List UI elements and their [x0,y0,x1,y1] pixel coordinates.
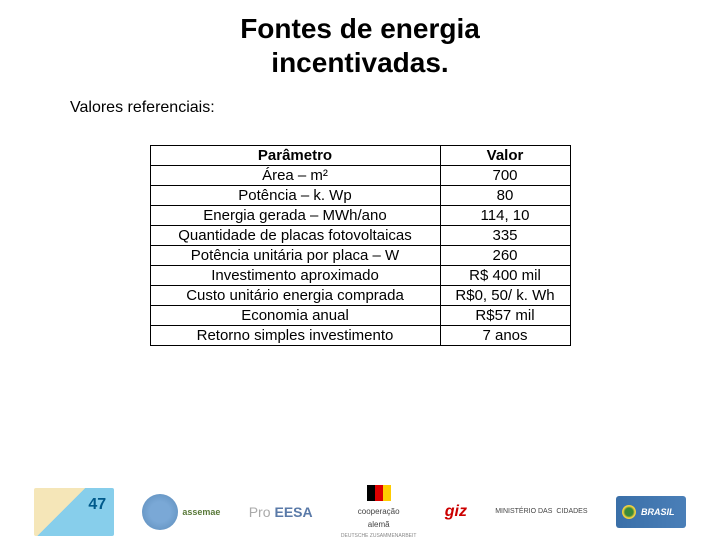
table-container: Parâmetro Valor Área – m²700Potência – k… [0,145,720,346]
cell-value: R$ 400 mil [440,266,570,286]
footer-logos: assemae ProEESA cooperação alemã DEUTSCH… [0,482,720,542]
subtitle: Valores referenciais: [70,99,720,117]
assemae-icon [142,494,178,530]
cell-value: 700 [440,166,570,186]
cell-value: 7 anos [440,326,570,346]
brasil-badge: BRASIL [616,496,686,528]
cell-value: 114, 10 [440,206,570,226]
table-row: Área – m²700 [150,166,570,186]
title-line-1: Fontes de energia [240,13,480,44]
coop-sub: DEUTSCHE ZUSAMMENARBEIT [341,533,417,539]
congresso-icon [34,488,114,536]
coop-line2: alemã [368,520,390,529]
header-value: Valor [440,146,570,166]
ministerio-line2: CIDADES [556,508,587,516]
cell-param: Potência – k. Wp [150,186,440,206]
logo-brasil: BRASIL [616,496,686,528]
cell-param: Potência unitária por placa – W [150,246,440,266]
table-row: Potência – k. Wp80 [150,186,570,206]
table-row: Retorno simples investimento7 anos [150,326,570,346]
cell-param: Economia anual [150,306,440,326]
table-row: Energia gerada – MWh/ano114, 10 [150,206,570,226]
reference-values-table: Parâmetro Valor Área – m²700Potência – k… [150,145,571,346]
table-row: Quantidade de placas fotovoltaicas335 [150,226,570,246]
table-header-row: Parâmetro Valor [150,146,570,166]
slide-title: Fontes de energia incentivadas. [0,12,720,79]
assemae-label: assemae [182,507,220,517]
logo-assemae: assemae [142,494,220,530]
logo-ministerio-cidades: MINISTÉRIO DAS CIDADES [495,508,587,516]
logo-giz: giz [445,503,467,521]
cell-param: Custo unitário energia comprada [150,286,440,306]
cell-param: Investimento aproximado [150,266,440,286]
cell-param: Quantidade de placas fotovoltaicas [150,226,440,246]
cell-value: 335 [440,226,570,246]
title-line-2: incentivadas. [271,47,448,78]
table-row: Potência unitária por placa – W260 [150,246,570,266]
cell-value: 80 [440,186,570,206]
table-row: Economia anualR$57 mil [150,306,570,326]
logo-congresso [34,488,114,536]
cell-value: R$57 mil [440,306,570,326]
cell-value: 260 [440,246,570,266]
cell-param: Retorno simples investimento [150,326,440,346]
table-row: Investimento aproximadoR$ 400 mil [150,266,570,286]
logo-cooperacao-alema: cooperação alemã DEUTSCHE ZUSAMMENARBEIT [341,485,417,539]
cell-param: Energia gerada – MWh/ano [150,206,440,226]
cell-param: Área – m² [150,166,440,186]
logo-proeesa: ProEESA [249,504,313,520]
table-row: Custo unitário energia compradaR$0, 50/ … [150,286,570,306]
german-flag-icon [367,485,391,501]
brasil-label: BRASIL [641,507,675,517]
coop-line1: cooperação [358,507,400,516]
ministerio-line1: MINISTÉRIO DAS [495,508,552,516]
header-param: Parâmetro [150,146,440,166]
proeesa-pro: Pro [249,504,271,520]
proeesa-eesa: EESA [275,504,313,520]
cell-value: R$0, 50/ k. Wh [440,286,570,306]
